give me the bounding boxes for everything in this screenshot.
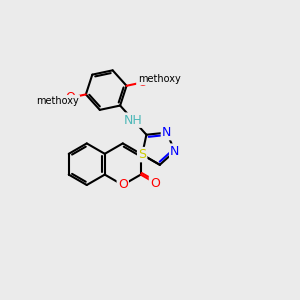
Text: N: N xyxy=(162,126,171,139)
Text: methoxy: methoxy xyxy=(138,74,181,84)
Text: O: O xyxy=(150,177,160,190)
Text: methoxy: methoxy xyxy=(36,96,79,106)
Text: N: N xyxy=(170,145,180,158)
Text: O: O xyxy=(65,91,75,104)
Text: S: S xyxy=(138,148,146,161)
Text: O: O xyxy=(137,76,147,89)
Text: NH: NH xyxy=(124,114,142,127)
Text: O: O xyxy=(118,178,128,191)
